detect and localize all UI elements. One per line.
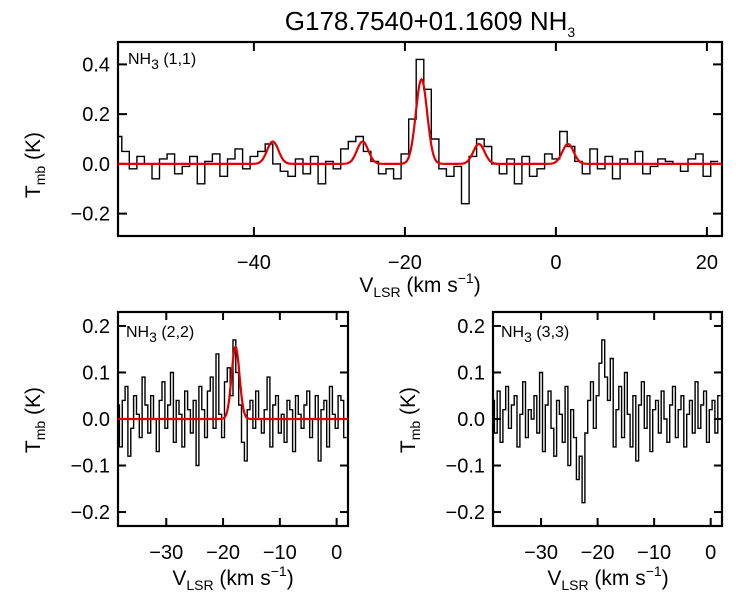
x-tick-label: 20 — [696, 252, 718, 274]
x-tick-label: 0 — [705, 542, 716, 564]
x-axis-label: VLSR (km s−1) — [172, 563, 293, 593]
figure-title: G178.7540+01.1609 NH3 — [285, 6, 576, 40]
y-tick-label: 0.4 — [82, 54, 110, 76]
observed-spectrum — [118, 58, 719, 205]
y-tick-label: −0.2 — [71, 204, 110, 226]
gaussian-fit-curve — [118, 345, 348, 421]
y-tick-label: −0.2 — [446, 502, 485, 524]
x-tick-label: −40 — [237, 252, 271, 274]
x-tick-label: −10 — [263, 542, 297, 564]
y-tick-label: 0.2 — [457, 316, 485, 338]
y-tick-label: −0.2 — [71, 502, 110, 524]
y-tick-label: 0.1 — [457, 362, 485, 384]
x-axis-label: VLSR (km s−1) — [547, 563, 668, 593]
y-tick-label: 0.0 — [82, 409, 110, 431]
panel-nh3-22: −30 −20 −10 0 −0.2 −0.1 0.0 0.1 0.2 NH3 (2,2) VLSR… — [22, 310, 350, 593]
panel-label: NH3 (2,2) — [126, 324, 194, 345]
x-tick-label: −20 — [388, 252, 422, 274]
plot-frame — [116, 40, 724, 238]
y-tick-label: 0.0 — [457, 409, 485, 431]
x-tick-label: 0 — [550, 252, 561, 274]
x-axis-label: VLSR (km s−1) — [359, 270, 480, 300]
x-tick-label: −20 — [581, 542, 615, 564]
gaussian-fit-curve — [118, 77, 722, 165]
x-tick-label: −30 — [524, 542, 558, 564]
figure-title-main: G178.7540+01.1609 NH — [285, 6, 568, 36]
y-tick-label: 0.1 — [82, 362, 110, 384]
x-tick-label: −30 — [149, 542, 183, 564]
panel-label: NH3 (1,1) — [128, 51, 196, 72]
x-tick-label: −20 — [206, 542, 240, 564]
y-tick-label: 0.2 — [82, 104, 110, 126]
panel-nh3-11: −40 −20 0 20 −0.2 0.0 0.2 0.4 NH3 (1,1) VLSR (km … — [22, 40, 724, 300]
x-tick-label: 0 — [331, 542, 342, 564]
y-axis-label: Tmb (K) — [397, 387, 423, 453]
panel-label: NH3 (3,3) — [501, 324, 569, 345]
observed-spectrum — [493, 339, 721, 504]
y-axis-label: Tmb (K) — [22, 387, 48, 453]
figure-title-subscript: 3 — [567, 24, 575, 40]
y-tick-label: 0.2 — [82, 316, 110, 338]
x-tick-label: −10 — [637, 542, 671, 564]
y-tick-label: 0.0 — [82, 154, 110, 176]
y-axis-label: Tmb (K) — [22, 132, 48, 198]
y-tick-label: −0.1 — [71, 456, 110, 478]
y-tick-label: −0.1 — [446, 456, 485, 478]
panel-nh3-33: −30 −20 −10 0 −0.2 −0.1 0.0 0.1 0.2 NH3 (3,3) VLSR… — [397, 310, 724, 593]
